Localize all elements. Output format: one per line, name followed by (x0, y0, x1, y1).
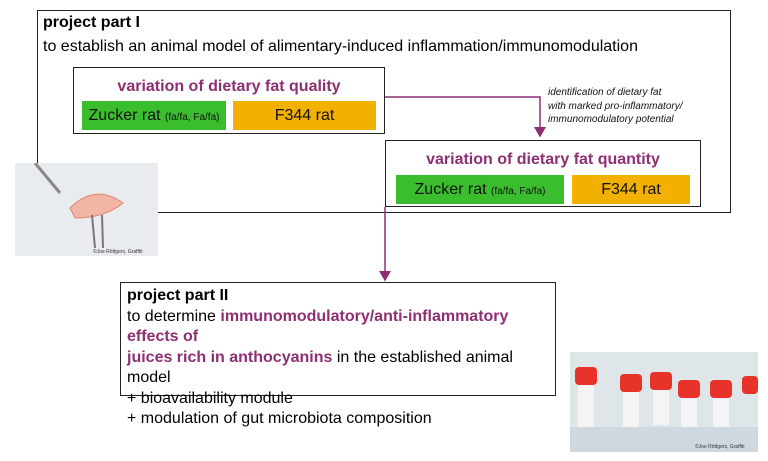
highlight: immunomodulatory/anti-inflammatory effec… (127, 307, 509, 346)
zucker-rat: Zucker rat (fa/fa, Fa/fa) (396, 175, 564, 204)
note: (fa/fa, Fa/fa) (491, 186, 546, 197)
image-credit: ©Joe Röttgers, Graffiti (93, 249, 143, 255)
label: Zucker rat (88, 107, 161, 124)
part1-subtitle: to establish an animal model of alimenta… (43, 38, 638, 55)
annotation-line: with marked pro-inflammatory/ (548, 100, 683, 112)
part1-title: project part I (43, 14, 140, 31)
text: to determine (127, 307, 216, 325)
part2-title: project part II (127, 287, 229, 304)
photo-tissue: ©Joe Röttgers, Graffiti (15, 162, 158, 256)
note: (fa/fa, Fa/fa) (165, 112, 220, 123)
photo-art (570, 367, 758, 452)
photo-art (33, 162, 124, 249)
quality-box: variation of dietary fat quality Zucker … (73, 67, 385, 134)
part2-line: to determine immunomodulatory/anti-infla… (127, 307, 555, 348)
part2-line: + bioavailability module (127, 389, 293, 407)
part2-line: juices rich in anthocyanins in the estab… (127, 348, 555, 389)
annotation: identification of dietary fat with marke… (548, 86, 682, 127)
highlight: juices rich in anthocyanins (127, 348, 333, 366)
text: in the established animal model (127, 348, 513, 387)
quantity-title: variation of dietary fat quantity (426, 151, 660, 168)
zucker-rat: Zucker rat (fa/fa, Fa/fa) (82, 101, 226, 130)
quality-title: variation of dietary fat quality (117, 78, 341, 95)
annotation-line: identification of dietary fat (548, 87, 662, 98)
part2-box: project part II to determine immunomodul… (120, 282, 556, 427)
quantity-box: variation of dietary fat quantity Zucker… (385, 140, 701, 207)
part2-line: + modulation of gut microbiota compositi… (127, 410, 432, 427)
arrow (385, 96, 546, 138)
f344-rat: F344 rat (233, 101, 376, 130)
image-credit: ©Joe Röttgers, Graffiti (695, 444, 745, 450)
label: Zucker rat (414, 181, 487, 198)
annotation-line: immunomodulatory potential (548, 114, 674, 125)
f344-rat: F344 rat (572, 175, 690, 204)
photo-tubes: ©Joe Röttgers, Graffiti (570, 352, 758, 452)
